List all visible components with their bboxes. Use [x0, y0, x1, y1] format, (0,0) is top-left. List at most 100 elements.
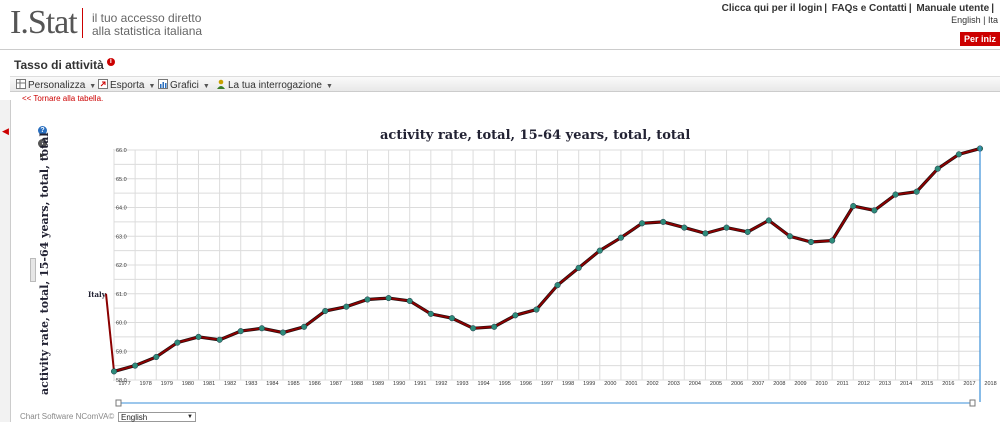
- y-tick-label: 64.0: [116, 206, 127, 212]
- x-tick-label: 1994: [478, 381, 490, 387]
- data-point: [638, 220, 646, 227]
- istat-logo[interactable]: I.Stat: [10, 4, 78, 41]
- x-tick-label: 2003: [668, 381, 680, 387]
- lang-italian-link[interactable]: Ita: [987, 15, 998, 25]
- y-tick-label: 63.0: [116, 234, 127, 240]
- x-tick-label: 2001: [625, 381, 637, 387]
- series-line-italy: [113, 147, 981, 373]
- login-link[interactable]: Clicca qui per il login: [721, 3, 823, 14]
- y-tick-label: 65.0: [116, 177, 127, 183]
- x-tick-label: 1979: [161, 381, 173, 387]
- export-icon: [98, 79, 108, 89]
- x-tick-label: 2006: [731, 381, 743, 387]
- x-tick-label: 2005: [710, 381, 722, 387]
- panel-resize-handle[interactable]: [30, 258, 36, 282]
- y-tick-label: 58.0: [116, 378, 127, 384]
- chevron-down-icon: ▼: [325, 83, 333, 90]
- data-point: [216, 336, 223, 343]
- data-point: [174, 339, 181, 346]
- tagline-line1: il tuo accesso diretto: [92, 11, 202, 25]
- data-point: [427, 310, 434, 317]
- data-point: [575, 264, 582, 271]
- customize-menu[interactable]: Personalizza ▼: [16, 79, 96, 91]
- data-point: [448, 315, 456, 322]
- y-tick-label: 61.0: [116, 292, 127, 298]
- x-tick-label: 2000: [604, 381, 616, 387]
- data-point: [153, 353, 160, 361]
- language-select[interactable]: English ▼: [118, 412, 196, 422]
- chart-side-icons: ? i ▶: [38, 126, 47, 159]
- tagline: il tuo accesso diretto alla statistica i…: [92, 12, 202, 38]
- start-button[interactable]: Per iniz: [959, 32, 1000, 46]
- faq-link[interactable]: FAQs e Contatti: [831, 3, 907, 14]
- x-tick-label: 2012: [858, 381, 870, 387]
- info-icon[interactable]: i: [106, 58, 115, 66]
- header: I.Stat il tuo accesso diretto alla stati…: [0, 0, 1000, 50]
- x-tick-label: 1986: [309, 381, 321, 387]
- data-point: [533, 306, 540, 313]
- data-point: [765, 217, 772, 224]
- x-tick-label: 2018: [984, 381, 996, 387]
- data-point: [322, 307, 329, 315]
- x-tick-label: 2015: [921, 381, 933, 387]
- data-point: [195, 333, 202, 340]
- toolbar: Personalizza ▼ Esporta ▼ Grafici ▼ La tua i…: [10, 76, 1000, 92]
- data-point: [301, 323, 308, 330]
- data-point: [660, 218, 667, 225]
- caret-right-icon[interactable]: ▶: [40, 153, 45, 159]
- customize-label: Personalizza: [28, 80, 86, 91]
- data-point: [110, 368, 118, 375]
- data-point: [343, 303, 350, 310]
- data-point: [237, 328, 244, 335]
- x-tick-label: 2011: [837, 381, 849, 387]
- x-tick-label: 1991: [414, 381, 426, 387]
- data-point: [955, 151, 962, 158]
- x-tick-label: 1988: [351, 381, 363, 387]
- left-sidebar: [0, 100, 11, 422]
- y-tick-label: 60.0: [116, 321, 127, 327]
- data-point: [892, 191, 899, 198]
- x-tick-label: 1990: [393, 381, 405, 387]
- page-title-text: Tasso di attività: [14, 58, 104, 72]
- manual-link[interactable]: Manuale utente: [916, 3, 990, 14]
- x-tick-label: 2002: [646, 381, 658, 387]
- x-tick-label: 1983: [245, 381, 257, 387]
- chart-title: activity rate, total, 15-64 years, total…: [380, 128, 691, 143]
- x-tick-label: 1997: [541, 381, 553, 387]
- series-label-italy: Italy: [88, 290, 107, 299]
- data-point: [807, 238, 815, 246]
- series-lead-line: [105, 293, 115, 372]
- x-tick-label: 1999: [583, 381, 595, 387]
- help-icon[interactable]: ?: [38, 126, 47, 135]
- x-tick-label: 1996: [520, 381, 532, 387]
- collapse-arrow-icon[interactable]: ◀: [2, 126, 9, 136]
- charts-menu[interactable]: Grafici ▼: [158, 79, 210, 91]
- export-menu[interactable]: Esporta ▼: [98, 79, 155, 91]
- x-tick-label: 1998: [562, 381, 574, 387]
- x-tick-label: 1993: [456, 381, 468, 387]
- data-point: [723, 224, 730, 231]
- query-label: La tua interrogazione: [228, 80, 322, 91]
- x-tick-label: 1985: [287, 381, 299, 387]
- back-to-table-link[interactable]: << Tornare alla tabella.: [22, 94, 104, 103]
- data-point: [913, 188, 920, 195]
- data-point: [554, 282, 561, 289]
- y-tick-label: 59.0: [116, 349, 127, 355]
- y-tick-label: 62.0: [116, 263, 127, 269]
- data-point: [596, 247, 603, 254]
- language-select-value: English: [121, 413, 148, 422]
- data-point: [279, 329, 287, 336]
- data-point: [617, 234, 624, 241]
- lang-english-link[interactable]: English: [951, 15, 981, 25]
- language-links: English | Ita: [951, 15, 998, 25]
- data-point: [491, 323, 498, 330]
- x-tick-label: 1978: [140, 381, 152, 387]
- data-point: [786, 233, 793, 240]
- info-icon[interactable]: i: [38, 139, 47, 148]
- data-point: [470, 325, 477, 332]
- data-point: [406, 297, 413, 304]
- query-menu[interactable]: La tua interrogazione ▼: [216, 79, 333, 91]
- data-point: [850, 203, 857, 210]
- x-tick-label: 2008: [773, 381, 785, 387]
- x-tick-label: 2009: [794, 381, 806, 387]
